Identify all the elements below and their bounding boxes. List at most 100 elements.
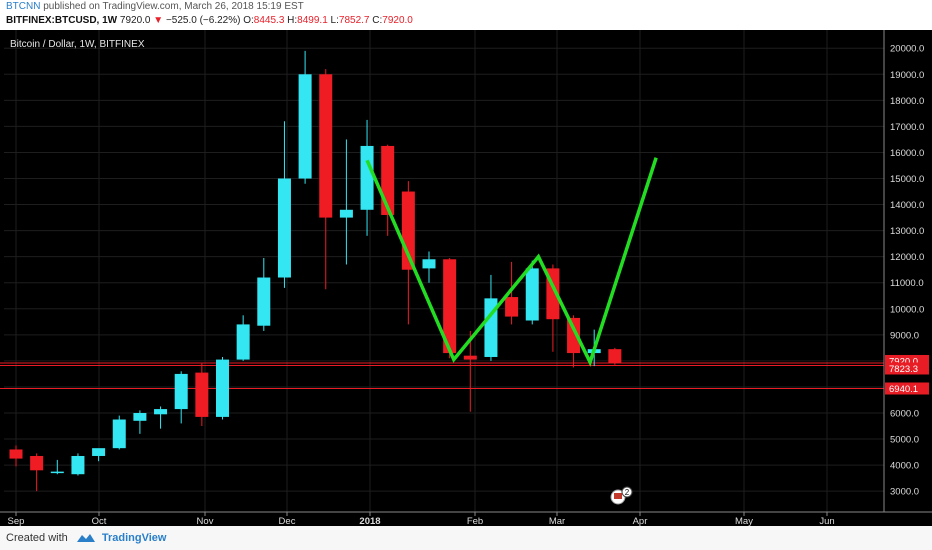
candle-body (216, 359, 229, 417)
symbol-label[interactable]: BITFINEX:BTCUSD, 1W (6, 15, 118, 26)
y-tick-label: 9000.0 (890, 330, 919, 341)
candle-body (154, 409, 168, 415)
candle-body (277, 178, 291, 278)
y-tick-label: 3000.0 (890, 487, 919, 498)
price-label: 6940.1 (889, 384, 918, 395)
created-with-text: Created with (6, 532, 68, 544)
candle-body (257, 277, 271, 326)
publish-info: BTCNN published on TradingView.com, Marc… (0, 0, 932, 13)
low-value: 7852.7 (338, 15, 370, 26)
x-tick-label: Mar (549, 516, 565, 526)
x-tick-label: Feb (467, 516, 483, 526)
candle[interactable] (319, 69, 333, 290)
candle-body (463, 355, 477, 360)
candle-body (567, 317, 581, 354)
candle-body (195, 372, 209, 417)
x-tick-label: Jun (819, 516, 834, 526)
tradingview-brand[interactable]: TradingView (101, 532, 167, 544)
y-tick-label: 15000.0 (890, 174, 924, 185)
candle-body (112, 419, 126, 449)
candle[interactable] (154, 406, 168, 429)
candle-body (92, 448, 106, 456)
open-label: O: (243, 15, 254, 26)
badge-count: 2 (625, 488, 630, 497)
candle[interactable] (195, 363, 209, 427)
candle[interactable] (257, 257, 271, 331)
y-tick-label: 16000.0 (890, 148, 924, 159)
candle[interactable] (133, 410, 147, 434)
candle-body (50, 471, 64, 474)
y-tick-label: 14000.0 (890, 200, 924, 211)
candle[interactable] (112, 415, 126, 450)
y-tick-label: 13000.0 (890, 226, 924, 237)
candle-body (30, 455, 44, 471)
candle[interactable] (525, 260, 539, 325)
candle[interactable] (9, 445, 23, 467)
candle-body (608, 349, 622, 363)
axes: 3000.04000.05000.06000.07000.08000.09000… (0, 30, 932, 526)
candle-body (298, 74, 312, 179)
price-lines (0, 362, 884, 390)
candle[interactable] (505, 261, 519, 325)
candle[interactable] (443, 257, 457, 359)
projection-layer (365, 157, 658, 367)
candle[interactable] (608, 347, 622, 365)
chart-title: Bitcoin / Dollar, 1W, BITFINEX (10, 39, 145, 50)
candle[interactable] (277, 121, 291, 288)
flag-icon-fill (614, 493, 622, 499)
price-label-box (885, 382, 929, 395)
candle-body (422, 259, 436, 269)
y-tick-label: 6000.0 (890, 408, 919, 419)
candle[interactable] (298, 50, 312, 184)
author-link[interactable]: BTCNN (6, 1, 41, 12)
y-tick-label: 5000.0 (890, 435, 919, 446)
price-label-box (885, 362, 929, 375)
candle[interactable] (236, 315, 250, 361)
price-label: 7920.0 (889, 356, 918, 367)
y-tick-label: 19000.0 (890, 70, 924, 81)
price-chart[interactable]: 3000.04000.05000.06000.07000.08000.09000… (0, 30, 932, 526)
y-tick-label: 18000.0 (890, 96, 924, 107)
price-change: −525.0 (−6.22%) (165, 15, 241, 26)
candle[interactable] (339, 139, 353, 265)
x-tick-label: May (735, 516, 753, 526)
candle-body (339, 209, 353, 218)
y-tick-label: 4000.0 (890, 461, 919, 472)
x-tick-label: Dec (279, 516, 296, 526)
y-tick-label: 11000.0 (890, 278, 924, 289)
event-badge[interactable]: 2 (610, 486, 633, 505)
publish-text: published on TradingView.com, March 26, … (43, 1, 304, 12)
candle[interactable] (422, 251, 436, 283)
low-label: L: (330, 15, 339, 26)
price-label: 7823.3 (889, 364, 918, 375)
candle-body (319, 74, 333, 218)
projection-line (365, 157, 658, 367)
candle-body (505, 297, 519, 317)
down-arrow-icon: ▼ (153, 15, 164, 26)
close-label: C: (372, 15, 383, 26)
candle[interactable] (216, 356, 229, 420)
candle-body (236, 324, 250, 360)
symbol-bar: BITFINEX:BTCUSD, 1W 7920.0 ▼ −525.0 (−6.… (0, 13, 932, 29)
candle[interactable] (174, 371, 188, 424)
x-tick-label: Apr (633, 516, 648, 526)
candle[interactable] (92, 448, 106, 462)
candle-body (525, 268, 539, 321)
y-tick-label: 17000.0 (890, 122, 924, 133)
candle[interactable] (360, 119, 374, 236)
x-tick-label: Nov (197, 516, 214, 526)
candle-body (71, 455, 85, 475)
candle[interactable] (567, 315, 581, 368)
candle-body (360, 145, 374, 210)
candle[interactable] (463, 330, 477, 412)
candle[interactable] (50, 459, 64, 475)
high-value: 8499.1 (297, 15, 328, 26)
x-tick-label: Sep (8, 516, 25, 526)
candle[interactable] (30, 453, 44, 492)
candle-body (443, 259, 457, 354)
high-label: H: (287, 15, 298, 26)
last-price: 7920.0 (119, 15, 151, 26)
candle[interactable] (71, 453, 85, 476)
x-tick-label: 2018 (359, 516, 380, 526)
tradingview-logo-icon (76, 534, 95, 543)
